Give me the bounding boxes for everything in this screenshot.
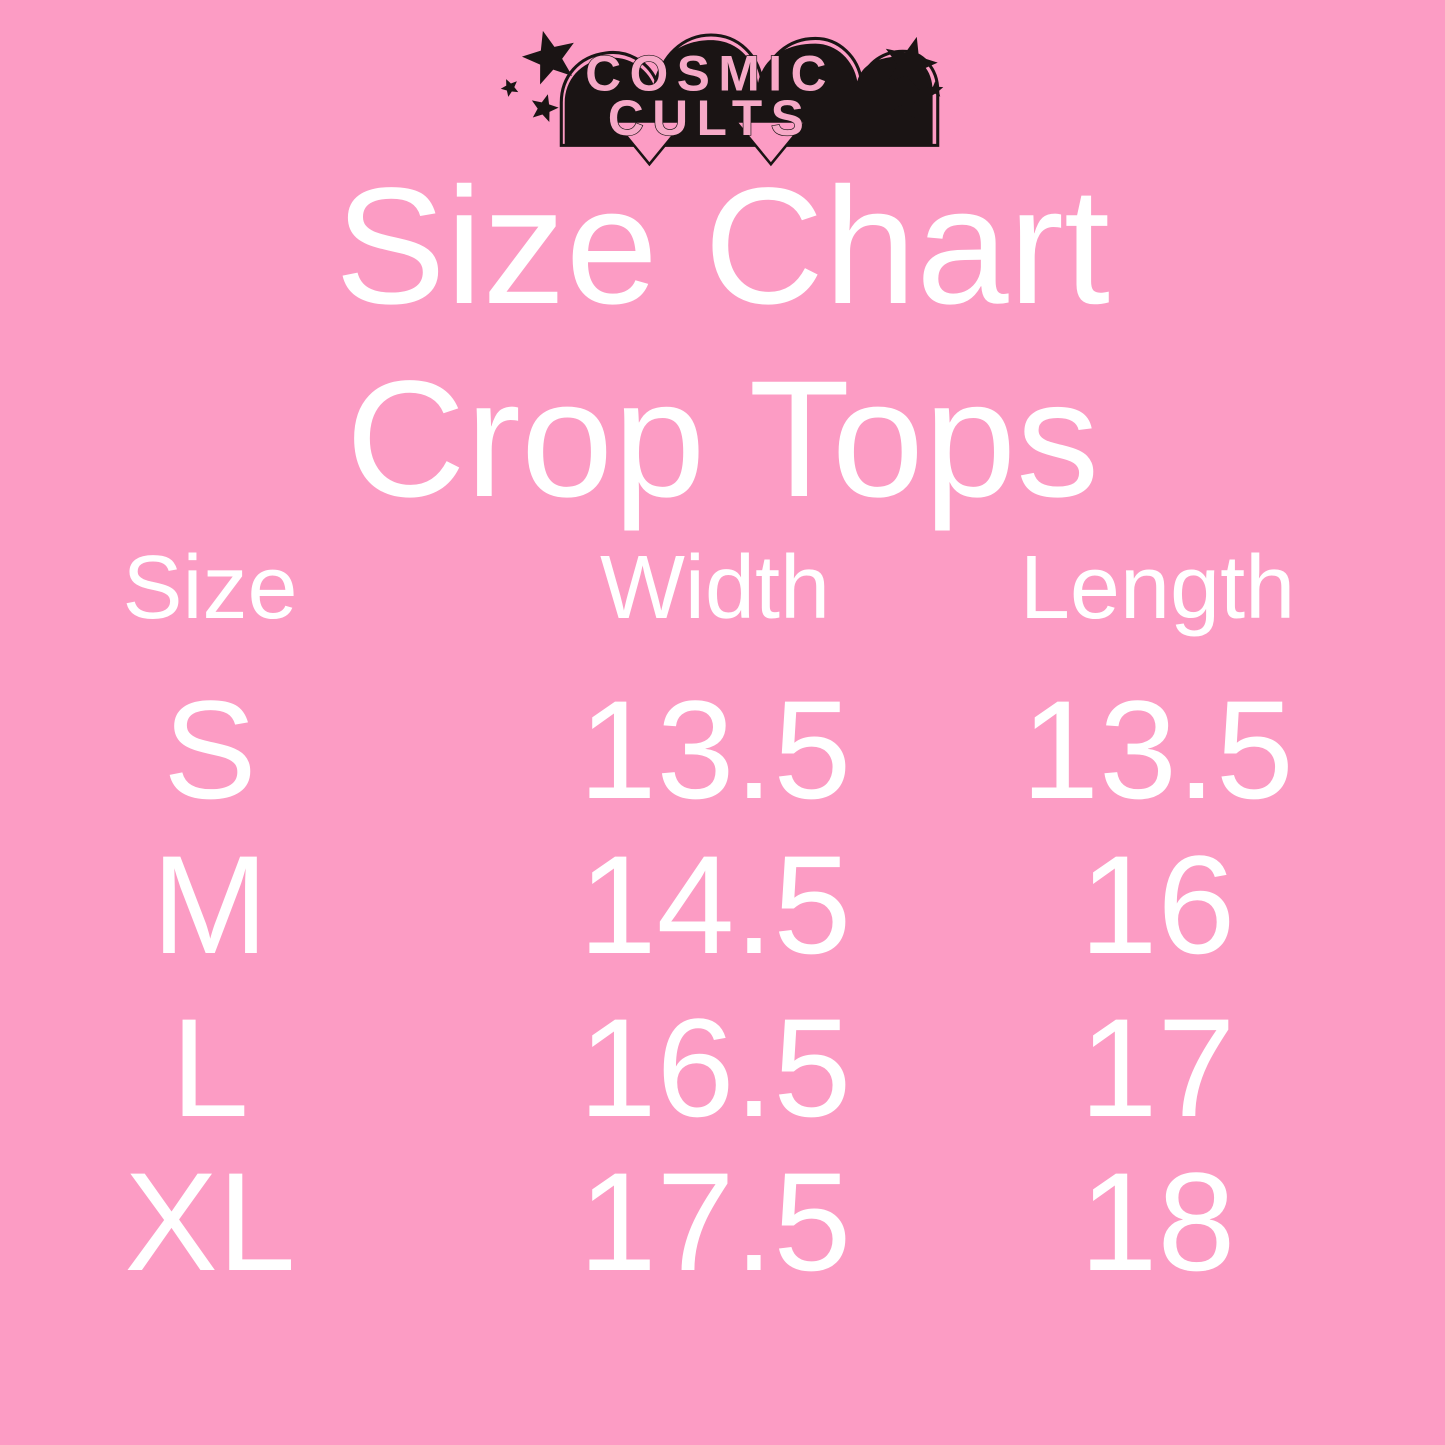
svg-text:CULTS: CULTS: [608, 90, 812, 146]
